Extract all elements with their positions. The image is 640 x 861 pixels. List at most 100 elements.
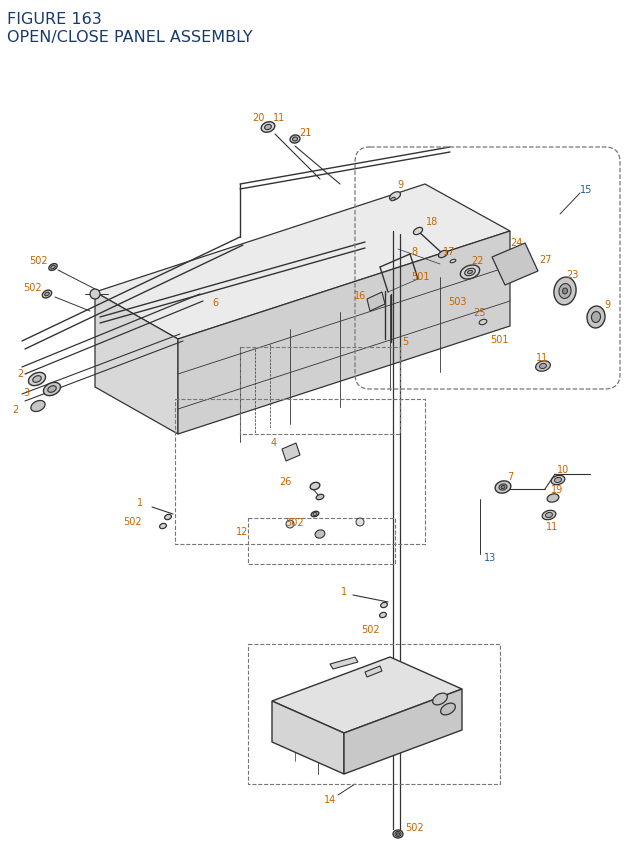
Ellipse shape — [395, 832, 401, 837]
Ellipse shape — [413, 228, 422, 235]
Ellipse shape — [28, 373, 45, 387]
Ellipse shape — [390, 198, 396, 201]
Text: 1: 1 — [137, 498, 143, 507]
Ellipse shape — [479, 320, 487, 325]
Ellipse shape — [390, 193, 401, 201]
Text: 7: 7 — [507, 472, 513, 481]
Circle shape — [356, 518, 364, 526]
Text: 9: 9 — [397, 180, 403, 189]
Text: 502: 502 — [123, 517, 141, 526]
Ellipse shape — [554, 478, 561, 483]
Ellipse shape — [433, 693, 447, 705]
Ellipse shape — [536, 362, 550, 372]
Text: 502: 502 — [22, 282, 42, 293]
Text: 12: 12 — [236, 526, 248, 536]
Polygon shape — [367, 293, 385, 312]
Ellipse shape — [540, 364, 547, 369]
Text: 13: 13 — [484, 553, 496, 562]
Text: 21: 21 — [299, 127, 311, 138]
Text: 501: 501 — [411, 272, 429, 282]
Ellipse shape — [559, 284, 571, 299]
Ellipse shape — [164, 515, 172, 520]
Ellipse shape — [440, 703, 456, 715]
Text: 8: 8 — [411, 247, 417, 257]
Text: 20: 20 — [252, 113, 264, 123]
Text: 11: 11 — [536, 353, 548, 362]
Text: 27: 27 — [540, 255, 552, 264]
Ellipse shape — [261, 122, 275, 133]
Ellipse shape — [310, 483, 320, 490]
Ellipse shape — [542, 511, 556, 520]
Ellipse shape — [499, 485, 507, 491]
Ellipse shape — [381, 603, 387, 608]
Ellipse shape — [316, 495, 324, 500]
Polygon shape — [365, 666, 382, 678]
Text: 25: 25 — [474, 307, 486, 318]
Text: 19: 19 — [551, 485, 563, 494]
Ellipse shape — [380, 613, 387, 618]
Text: 4: 4 — [271, 437, 277, 448]
Text: 502: 502 — [29, 256, 47, 266]
Text: 24: 24 — [510, 238, 522, 248]
Ellipse shape — [31, 401, 45, 412]
Text: 501: 501 — [490, 335, 508, 344]
Polygon shape — [178, 232, 510, 435]
Ellipse shape — [42, 291, 52, 299]
Text: 1: 1 — [341, 586, 347, 597]
Text: 15: 15 — [580, 185, 592, 195]
Text: 502: 502 — [361, 624, 380, 635]
Text: 14: 14 — [324, 794, 336, 804]
Ellipse shape — [311, 511, 319, 517]
Text: 11: 11 — [273, 113, 285, 123]
Polygon shape — [272, 657, 462, 734]
Text: 22: 22 — [472, 256, 484, 266]
Polygon shape — [282, 443, 300, 461]
Polygon shape — [330, 657, 358, 669]
Ellipse shape — [547, 494, 559, 503]
Ellipse shape — [159, 523, 166, 529]
Ellipse shape — [465, 269, 476, 276]
Text: 503: 503 — [448, 297, 467, 307]
Ellipse shape — [591, 313, 600, 323]
Ellipse shape — [468, 271, 472, 275]
Ellipse shape — [51, 266, 55, 269]
Ellipse shape — [551, 476, 565, 485]
Polygon shape — [272, 701, 344, 774]
Ellipse shape — [438, 251, 447, 258]
Ellipse shape — [554, 278, 576, 306]
Ellipse shape — [460, 266, 479, 280]
Text: 10: 10 — [557, 464, 569, 474]
Text: 18: 18 — [426, 217, 438, 226]
Ellipse shape — [450, 260, 456, 263]
Ellipse shape — [393, 830, 403, 838]
Text: 23: 23 — [566, 269, 578, 280]
Text: FIGURE 163: FIGURE 163 — [7, 12, 102, 27]
Ellipse shape — [501, 486, 505, 489]
Text: 2: 2 — [12, 405, 18, 414]
Text: 5: 5 — [402, 337, 408, 347]
Ellipse shape — [264, 125, 271, 131]
Ellipse shape — [315, 530, 325, 538]
Ellipse shape — [48, 387, 56, 393]
Ellipse shape — [45, 293, 49, 296]
Text: 2: 2 — [17, 369, 23, 379]
Ellipse shape — [313, 513, 317, 516]
Text: 3: 3 — [23, 387, 29, 398]
Text: 502: 502 — [285, 517, 304, 528]
Ellipse shape — [587, 307, 605, 329]
Text: OPEN/CLOSE PANEL ASSEMBLY: OPEN/CLOSE PANEL ASSEMBLY — [7, 30, 253, 45]
Ellipse shape — [563, 288, 568, 294]
Text: 11: 11 — [546, 522, 558, 531]
Text: 26: 26 — [279, 476, 291, 486]
Ellipse shape — [49, 264, 57, 271]
Text: 502: 502 — [406, 822, 424, 832]
Polygon shape — [492, 244, 538, 286]
Polygon shape — [95, 293, 178, 435]
Text: 9: 9 — [604, 300, 610, 310]
Ellipse shape — [495, 481, 511, 493]
Ellipse shape — [290, 136, 300, 144]
Text: 16: 16 — [354, 291, 366, 300]
Ellipse shape — [44, 383, 61, 396]
Ellipse shape — [545, 513, 552, 518]
Ellipse shape — [397, 833, 399, 835]
